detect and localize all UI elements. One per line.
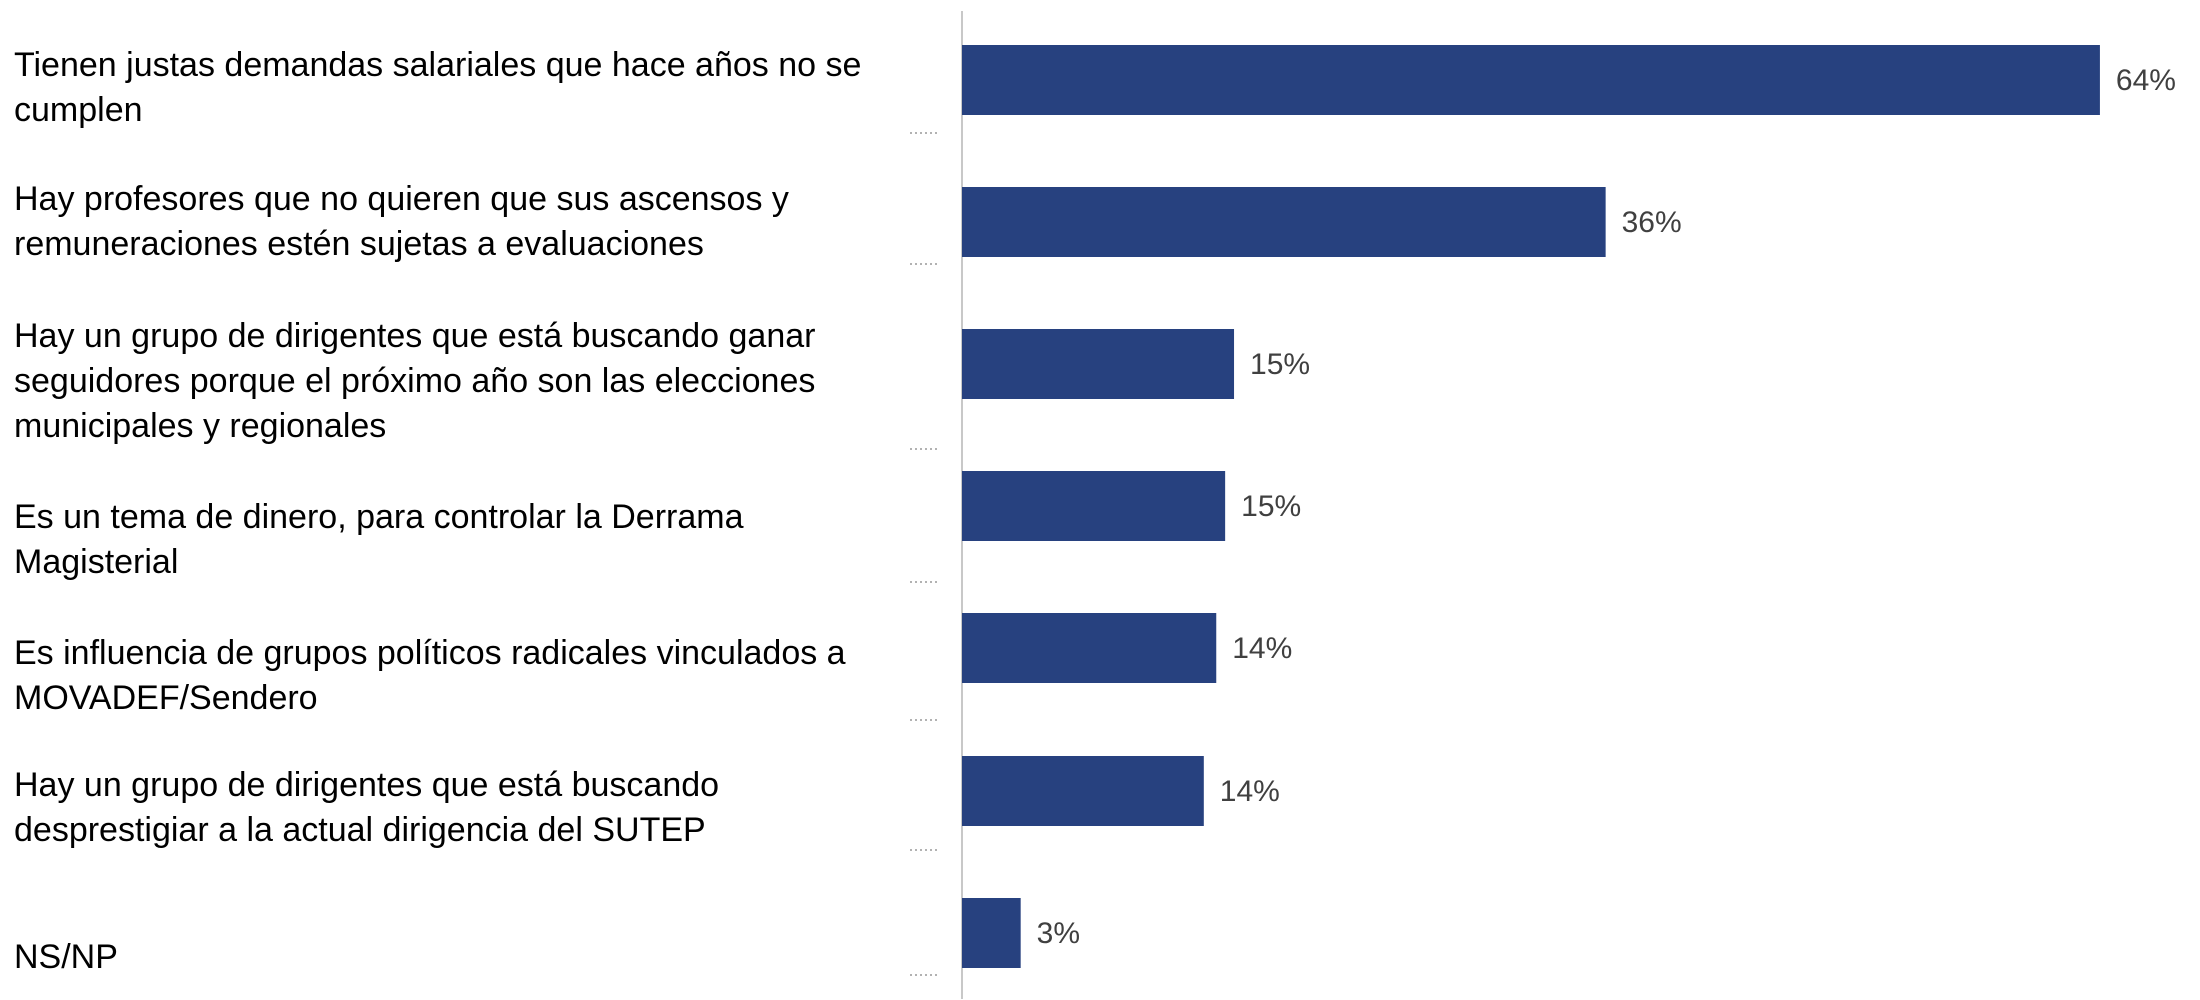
category-label: Hay profesores que no quieren que sus as…	[14, 180, 789, 263]
value-label: 64%	[2116, 64, 2176, 97]
category-label: Tienen justas demandas salariales que ha…	[14, 46, 862, 129]
bar	[962, 756, 1204, 826]
category-label: Es influencia de grupos políticos radica…	[14, 634, 846, 717]
bar	[962, 187, 1606, 257]
value-label: 15%	[1241, 490, 1301, 523]
bar	[962, 898, 1021, 968]
value-label: 14%	[1220, 775, 1280, 808]
bar	[962, 613, 1217, 683]
value-label: 36%	[1622, 206, 1682, 239]
category-label: Hay un grupo de dirigentes que está busc…	[14, 317, 816, 445]
value-label: 3%	[1037, 917, 1080, 950]
value-label: 14%	[1232, 632, 1292, 665]
category-label: Hay un grupo de dirigentes que está busc…	[14, 766, 720, 849]
bar	[962, 471, 1226, 541]
value-label: 15%	[1250, 348, 1310, 381]
category-label: Es un tema de dinero, para controlar la …	[14, 498, 744, 581]
category-label: NS/NP	[14, 938, 118, 976]
bar	[962, 329, 1235, 399]
bar	[962, 45, 2100, 115]
